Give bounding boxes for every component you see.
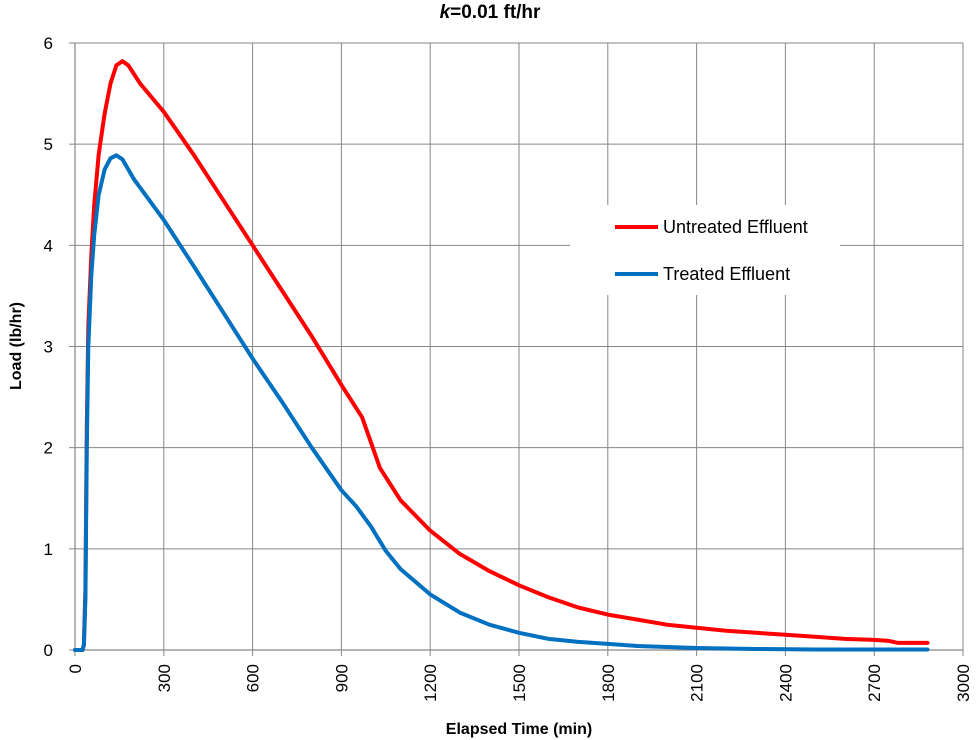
chart-title-variable: k — [440, 2, 452, 23]
x-tick-label: 2400 — [776, 664, 795, 702]
legend-label-untreated: Untreated Effluent — [663, 217, 808, 237]
x-tick-label: 300 — [155, 664, 174, 692]
legend-background — [570, 205, 840, 295]
series-line-untreated — [73, 59, 930, 652]
y-tick-label: 3 — [44, 338, 53, 357]
x-tick-label: 900 — [332, 664, 351, 692]
x-tick-label: 3000 — [954, 664, 973, 702]
x-tick-labels: 0 300 600 900 1200 1500 1800 2100 2400 2700 3000 — [66, 664, 973, 702]
series-line-treated — [73, 153, 930, 652]
y-tick-label: 4 — [44, 236, 53, 255]
legend: Untreated Effluent Treated Effluent — [570, 205, 840, 295]
x-tick-label: 1800 — [599, 664, 618, 702]
x-tick-label: 2100 — [688, 664, 707, 702]
y-tick-label: 6 — [44, 34, 53, 53]
chart-title: k=0.01 ft/hr — [440, 2, 541, 23]
x-axis-label: Elapsed Time (min) — [446, 721, 592, 738]
axes — [69, 42, 964, 656]
y-tick-label: 5 — [44, 135, 53, 154]
y-tick-label: 0 — [44, 641, 53, 660]
x-tick-label: 600 — [244, 664, 263, 692]
series-lines — [73, 59, 930, 652]
x-tick-label: 0 — [66, 664, 85, 673]
y-tick-labels: 0 1 2 3 4 5 6 — [44, 34, 53, 660]
x-tick-label: 1200 — [421, 664, 440, 702]
x-tick-label: 1500 — [510, 664, 529, 702]
y-tick-label: 2 — [44, 439, 53, 458]
y-axis-label: Load (lb/hr) — [8, 302, 25, 390]
legend-label-treated: Treated Effluent — [663, 264, 790, 284]
x-tick-label: 2700 — [865, 664, 884, 702]
grid — [75, 42, 964, 650]
chart-title-rest: =0.01 ft/hr — [450, 2, 541, 23]
y-tick-label: 1 — [44, 540, 53, 559]
